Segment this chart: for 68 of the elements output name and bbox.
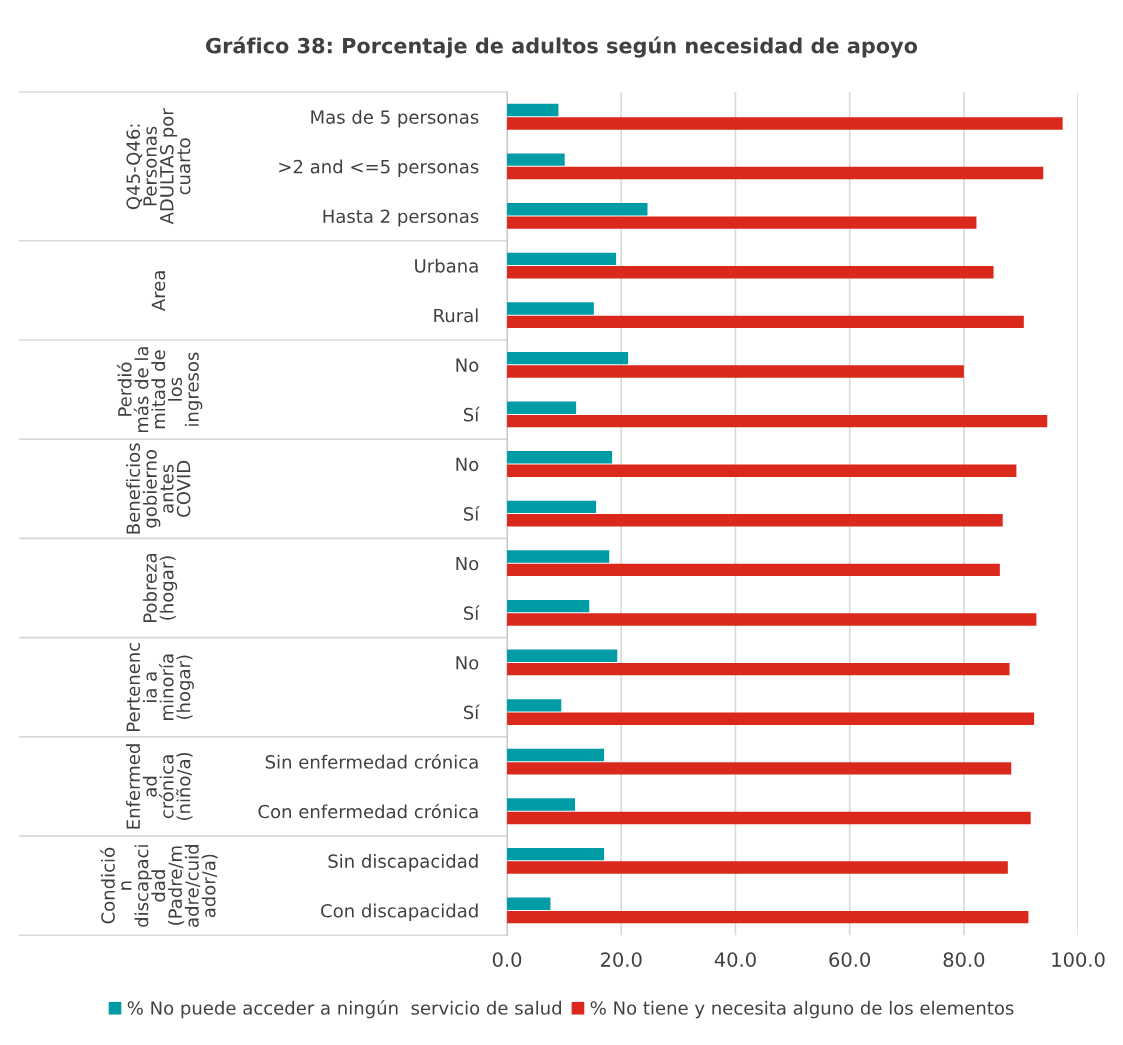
- bar: [507, 811, 1031, 825]
- bar: [507, 203, 648, 216]
- y-tick-label: No: [456, 556, 479, 571]
- bar: [507, 216, 977, 229]
- bar: [507, 103, 559, 117]
- bar: [507, 910, 1029, 924]
- y-tick-label: Sí: [463, 605, 480, 620]
- legend-label: % No puede acceder a ningún servicio de salud: [127, 1000, 561, 1019]
- text: Beneficios gobierno antes COVID: [126, 443, 191, 534]
- bar: [507, 451, 613, 464]
- chart-title: Gráfico 38: Porcentaje de adultos según necesidad de apoyo: [206, 36, 918, 58]
- bar: [507, 414, 1048, 428]
- bar: [507, 699, 562, 712]
- bar: [507, 563, 1000, 577]
- bar: [507, 351, 629, 365]
- bar: [507, 365, 964, 378]
- bar: [507, 252, 617, 266]
- y-tick-label: Con discapacidad: [321, 903, 478, 922]
- bar: [507, 613, 1037, 626]
- bar: [507, 315, 1024, 329]
- text: Pobreza (hogar): [142, 553, 178, 622]
- y-tick-label: Sin enfermedad crónica: [265, 754, 478, 769]
- text: Area: [151, 271, 166, 312]
- bar: [507, 798, 575, 811]
- x-tick-label: 20.0: [601, 952, 642, 967]
- y-tick-label: >2 and <=5 personas: [279, 159, 479, 177]
- bar: [507, 662, 1010, 676]
- bar: [507, 550, 610, 563]
- y-tick-label: Con enfermedad crónica: [258, 803, 478, 819]
- y-tick-label: Sí: [463, 704, 480, 720]
- bar: [507, 762, 1012, 775]
- bar: [507, 649, 618, 662]
- y-tick-label: Sin discapacidad: [328, 854, 478, 872]
- legend-label: % No tiene y necesita alguno de los elementos: [590, 1000, 1014, 1019]
- y-tick-label: Sí: [463, 406, 480, 422]
- text: Pertenenc ia a minoría (hogar): [126, 642, 194, 731]
- y-tick-label: Hasta 2 personas: [323, 209, 479, 227]
- bar: [507, 748, 605, 762]
- y-tick-label: Sí: [463, 506, 480, 521]
- bar: [507, 712, 1035, 725]
- y-tick-label: Urbana: [415, 258, 478, 273]
- text: Perdió más de la mitad de los ingresos: [116, 347, 203, 433]
- y-tick-label: No: [456, 656, 479, 670]
- bar: [507, 153, 565, 166]
- x-tick-label: 40.0: [714, 952, 756, 967]
- y-tick-label: No: [456, 358, 479, 372]
- x-tick-label: 60.0: [829, 952, 871, 967]
- bar: [507, 599, 590, 613]
- bar: [507, 464, 1017, 477]
- y-tick-label: Mas de 5 personas: [311, 109, 479, 128]
- bar: [507, 302, 594, 315]
- y-tick-label: Rural: [434, 308, 478, 323]
- bar: [507, 401, 577, 414]
- bar: [507, 897, 551, 910]
- x-tick-label: 100.0: [1052, 952, 1105, 967]
- bar: [507, 500, 597, 514]
- y-tick-label: No: [456, 457, 479, 472]
- bar: [507, 266, 994, 279]
- x-tick-label: 0.0: [492, 952, 522, 967]
- text: Enfermed ad crónica (niño/a): [126, 744, 193, 829]
- bar: [507, 861, 1008, 874]
- text: Q45-Q46: Personas ADULTAS por cuarto: [126, 108, 191, 225]
- x-tick-label: 80.0: [943, 952, 985, 967]
- bar: [507, 117, 1063, 130]
- text: Condició n discapaci dad (Padre/m adre/cuid ador/a): [100, 845, 218, 927]
- bar: [507, 514, 1003, 527]
- bar: [507, 847, 605, 861]
- bar: [507, 166, 1044, 180]
